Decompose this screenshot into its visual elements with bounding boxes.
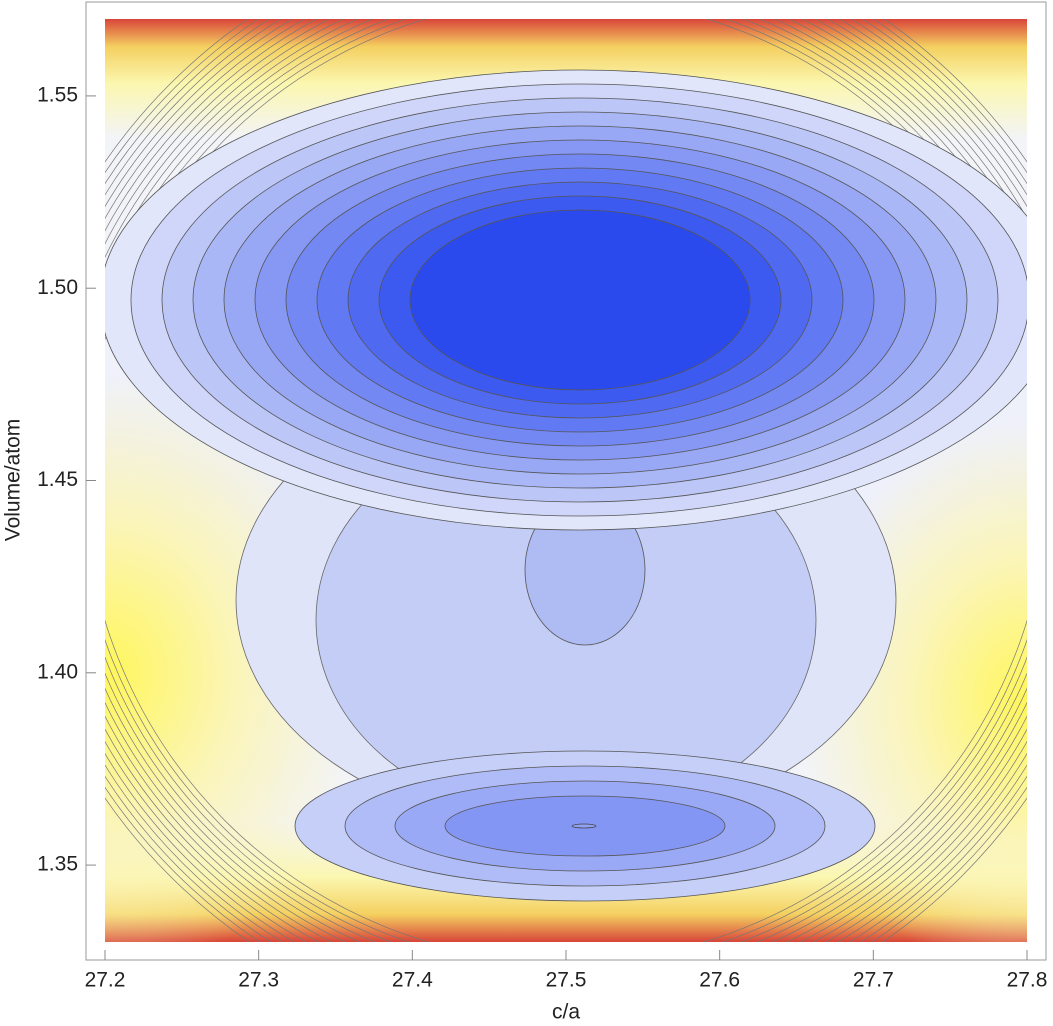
x-tick-label: 27.4: [392, 969, 433, 992]
x-tick-label: 27.5: [546, 969, 587, 992]
x-tick-label: 27.6: [699, 969, 740, 992]
x-tick-label: 27.8: [1007, 969, 1048, 992]
y-tick-label: 1.45: [37, 468, 78, 491]
y-tick-label: 1.55: [37, 83, 78, 106]
y-axis-label: Volume/atom: [2, 419, 25, 542]
y-tick-label: 1.40: [37, 660, 78, 683]
x-tick-label: 27.7: [853, 969, 894, 992]
y-tick-label: 1.35: [37, 853, 78, 876]
x-tick-label: 27.2: [85, 969, 126, 992]
contour-level: [409, 209, 751, 391]
x-axis-label: c/a: [552, 1001, 580, 1024]
x-tick-label: 27.3: [238, 969, 279, 992]
contour-level: [571, 823, 597, 829]
y-tick-label: 1.50: [37, 276, 78, 299]
